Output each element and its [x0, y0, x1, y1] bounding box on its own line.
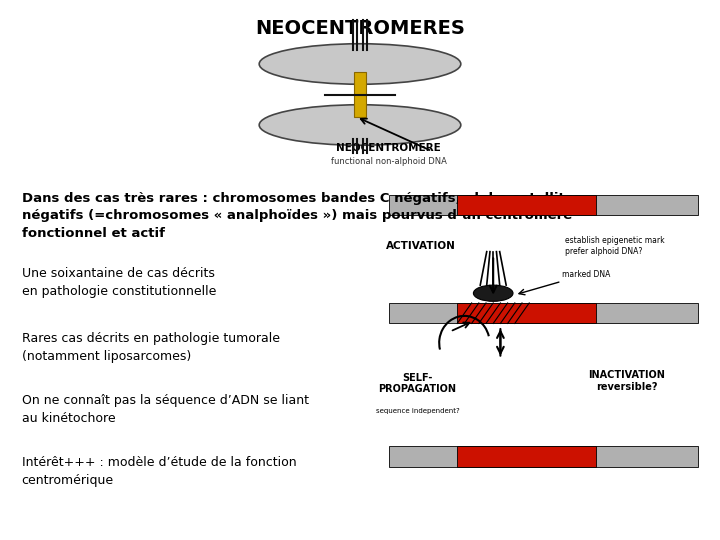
- Text: INACTIVATION
reversible?: INACTIVATION reversible?: [588, 370, 665, 392]
- Bar: [389, 195, 698, 215]
- Text: ACTIVATION: ACTIVATION: [386, 241, 456, 251]
- Text: Rares cas décrits en pathologie tumorale
(notamment liposarcomes): Rares cas décrits en pathologie tumorale…: [22, 332, 279, 362]
- Text: Intérêt+++ : modèle d’étude de la fonction
centromérique: Intérêt+++ : modèle d’étude de la foncti…: [22, 456, 296, 487]
- Ellipse shape: [474, 285, 513, 301]
- Text: SELF-
PROPAGATION: SELF- PROPAGATION: [379, 373, 456, 394]
- Text: marked DNA: marked DNA: [562, 269, 610, 279]
- Ellipse shape: [259, 105, 461, 145]
- Text: establish epigenetic mark
prefer alphoid DNA?: establish epigenetic mark prefer alphoid…: [565, 235, 665, 256]
- Text: sequence independent?: sequence independent?: [376, 408, 459, 415]
- Text: NEOCENTROMERE: NEOCENTROMERE: [336, 143, 441, 153]
- Text: functional non-alphoid DNA: functional non-alphoid DNA: [331, 157, 446, 166]
- Bar: [389, 303, 698, 323]
- Bar: [457, 195, 596, 215]
- Bar: [354, 72, 366, 117]
- Text: Dans des cas très rares : chromosomes bandes C négatifs, alpha-satellites
négati: Dans des cas très rares : chromosomes ba…: [22, 192, 581, 240]
- Bar: [457, 303, 596, 323]
- Text: Une soixantaine de cas décrits
en pathologie constitutionnelle: Une soixantaine de cas décrits en pathol…: [22, 267, 216, 298]
- Ellipse shape: [259, 44, 461, 84]
- Text: NEOCENTROMERES: NEOCENTROMERES: [255, 19, 465, 38]
- Bar: [457, 446, 596, 467]
- Bar: [389, 446, 698, 467]
- Text: On ne connaît pas la séquence d’ADN se liant
au kinétochore: On ne connaît pas la séquence d’ADN se l…: [22, 394, 309, 424]
